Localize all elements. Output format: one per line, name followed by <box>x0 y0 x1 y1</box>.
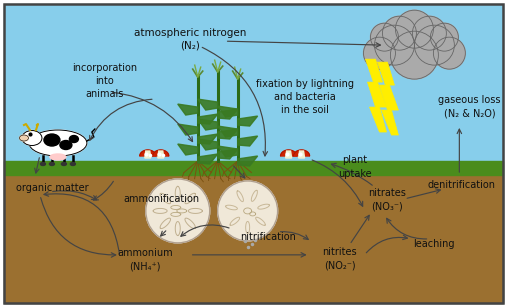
Circle shape <box>395 10 433 48</box>
Text: atmospheric nitrogen
(N₂): atmospheric nitrogen (N₂) <box>134 28 246 51</box>
Ellipse shape <box>50 154 66 160</box>
Polygon shape <box>198 119 218 130</box>
Circle shape <box>433 37 465 69</box>
Circle shape <box>218 181 277 241</box>
Text: incorporation
into
animals: incorporation into animals <box>72 63 137 99</box>
Polygon shape <box>218 146 238 157</box>
Circle shape <box>391 31 438 79</box>
Circle shape <box>383 16 417 50</box>
Polygon shape <box>198 134 218 144</box>
Polygon shape <box>218 126 238 137</box>
Text: nitrification: nitrification <box>240 232 296 242</box>
Polygon shape <box>198 139 218 150</box>
Circle shape <box>146 179 210 243</box>
Ellipse shape <box>19 135 28 141</box>
Text: gaseous loss
(N₂ & N₂O): gaseous loss (N₂ & N₂O) <box>438 95 500 119</box>
Text: denitrification: denitrification <box>427 180 495 190</box>
Circle shape <box>370 23 398 51</box>
Polygon shape <box>158 151 164 158</box>
Text: organic matter: organic matter <box>16 183 88 193</box>
Polygon shape <box>294 150 309 156</box>
Text: nitrites
(NO₂⁻): nitrites (NO₂⁻) <box>322 247 357 270</box>
Polygon shape <box>238 116 258 126</box>
Text: nitrates
(NO₃⁻): nitrates (NO₃⁻) <box>368 188 406 212</box>
Text: ammonium
(NH₄⁺): ammonium (NH₄⁺) <box>117 248 173 271</box>
Polygon shape <box>178 144 198 155</box>
Text: fixation by lightning
and bacteria
in the soil: fixation by lightning and bacteria in th… <box>256 79 354 115</box>
Polygon shape <box>238 136 258 146</box>
Circle shape <box>412 16 447 50</box>
Polygon shape <box>285 151 292 158</box>
Ellipse shape <box>60 141 72 150</box>
Polygon shape <box>377 62 398 135</box>
Ellipse shape <box>22 130 42 146</box>
Polygon shape <box>198 99 218 110</box>
Polygon shape <box>198 114 218 124</box>
Ellipse shape <box>70 135 78 142</box>
Circle shape <box>430 23 458 51</box>
Polygon shape <box>198 154 218 164</box>
Polygon shape <box>153 150 169 156</box>
Ellipse shape <box>61 162 67 165</box>
Text: plant
uptake: plant uptake <box>338 155 371 179</box>
Polygon shape <box>218 149 238 159</box>
Text: ammonification: ammonification <box>124 194 200 204</box>
Ellipse shape <box>29 130 87 156</box>
Circle shape <box>364 37 395 69</box>
Polygon shape <box>145 151 151 158</box>
Polygon shape <box>365 59 387 132</box>
Bar <box>4 175 503 303</box>
Ellipse shape <box>49 162 54 165</box>
Polygon shape <box>280 150 297 156</box>
Circle shape <box>415 25 454 65</box>
Polygon shape <box>178 104 198 115</box>
Polygon shape <box>140 150 156 156</box>
Circle shape <box>374 25 415 65</box>
Text: leaching: leaching <box>412 239 454 249</box>
Ellipse shape <box>44 134 60 146</box>
Polygon shape <box>299 151 305 158</box>
Ellipse shape <box>71 162 75 165</box>
Polygon shape <box>178 124 198 135</box>
Polygon shape <box>218 129 238 139</box>
Polygon shape <box>218 106 238 117</box>
Polygon shape <box>218 109 238 119</box>
Ellipse shape <box>41 162 45 165</box>
Polygon shape <box>238 156 258 166</box>
Bar <box>4 161 503 175</box>
